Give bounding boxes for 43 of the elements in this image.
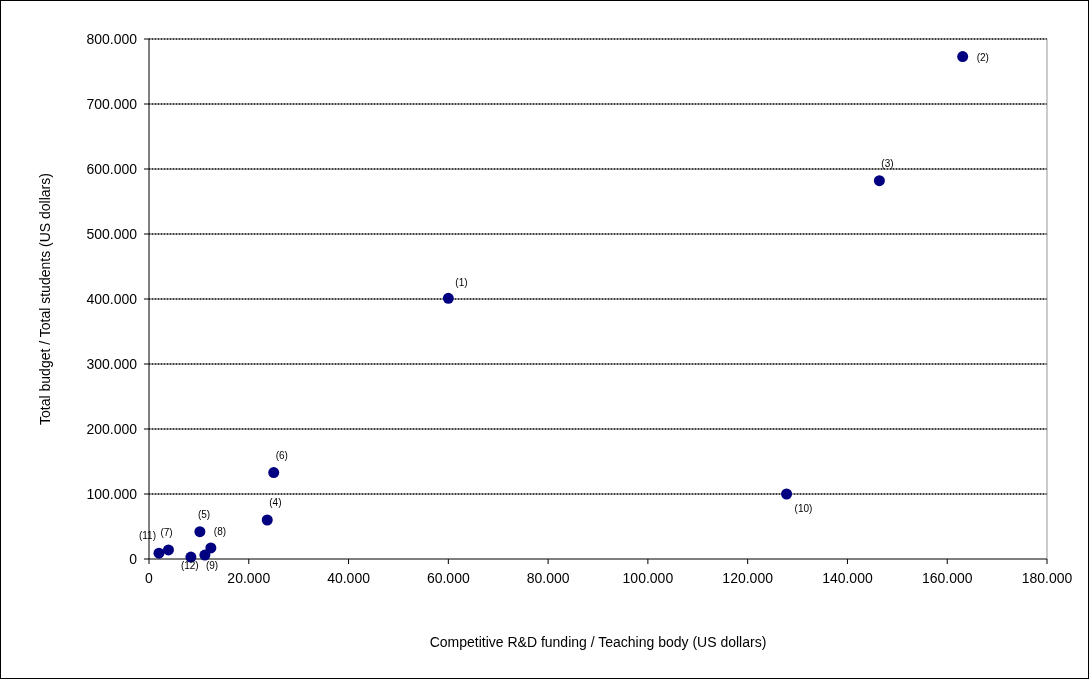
y-axis-title: Total budget / Total students (US dollars) [37, 173, 53, 425]
y-tick-label: 200.000 [86, 420, 138, 437]
point [162, 544, 174, 556]
point [261, 514, 273, 526]
annotation: (4) [269, 497, 282, 508]
point [194, 526, 206, 538]
annotation: (6) [275, 449, 288, 461]
y-tick-label: 500.000 [86, 225, 138, 242]
point [268, 467, 280, 479]
annotation: (9) [205, 560, 219, 572]
point [781, 488, 793, 500]
x-tick-label: 20.000 [227, 570, 271, 586]
y-tick-label: 600.000 [86, 160, 138, 177]
annotation: (2) [976, 51, 989, 63]
y-tick-label: 300.000 [86, 355, 138, 372]
point [442, 292, 454, 304]
x-tick-label: 180.000 [1021, 570, 1073, 586]
annotation: (12) [180, 560, 199, 572]
x-tick-label: 140.000 [822, 570, 873, 586]
annotation: (11) [138, 530, 156, 542]
y-tick-label: 100.000 [86, 485, 138, 502]
annotation: (10) [794, 503, 813, 514]
x-tick-label: 100.000 [622, 570, 674, 586]
x-tick-label: 120.000 [722, 570, 774, 586]
y-tick-label: 800.000 [86, 30, 138, 47]
annotation: (8) [213, 525, 227, 537]
x-axis-title: Competitive R&D funding / Teaching body (US dollars) [429, 634, 767, 650]
x-tick-label: 40.000 [327, 570, 371, 586]
point [957, 51, 969, 63]
annotation: (1) [455, 277, 468, 289]
y-tick-label: 700.000 [86, 95, 138, 112]
x-tick-label: 0 [145, 570, 154, 586]
x-tick-label: 60.000 [426, 570, 470, 586]
annotation: (7) [160, 526, 173, 538]
annotation: (5) [197, 508, 211, 520]
point [199, 549, 211, 561]
y-tick-label: 400.000 [86, 290, 138, 307]
annotation: (3) [881, 157, 894, 169]
y-tick-label: 0 [129, 550, 138, 567]
point [873, 175, 885, 187]
x-tick-label: 80.000 [526, 570, 570, 586]
point [153, 547, 165, 559]
x-tick-label: 160.000 [921, 570, 973, 586]
